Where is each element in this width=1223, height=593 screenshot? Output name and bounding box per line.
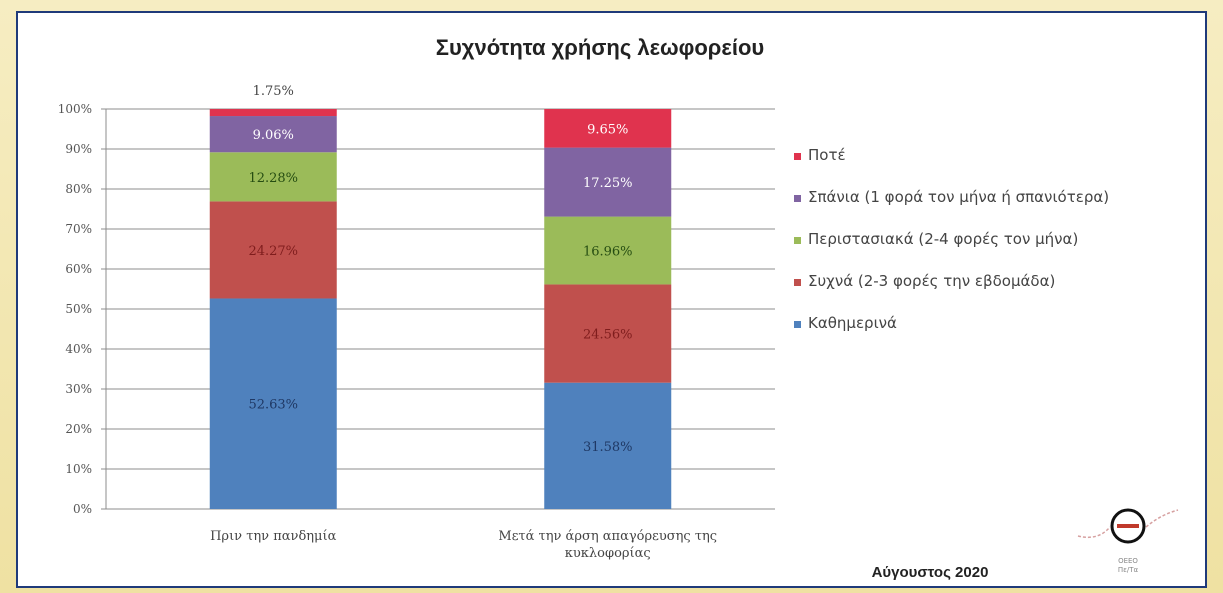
data-label: 24.27% [248, 244, 298, 259]
bus-usage-chart: Συχνότητα χρήσης λεωφορείου 0% 10% 20% 30% 4… [58, 35, 1179, 581]
legend-entry: Συχνά (2-3 φορές την εβδομάδα) [808, 272, 1055, 290]
legend-entry: Καθημερινά [808, 314, 897, 332]
bar-segment [544, 382, 672, 509]
chart-title: Συχνότητα χρήσης λεωφορείου [436, 35, 764, 60]
y-tick-label: 20% [65, 422, 92, 436]
data-label: 12.28% [248, 171, 298, 186]
y-tick-label: 100% [58, 102, 92, 116]
legend-swatch [794, 279, 801, 286]
y-tick-label: 70% [65, 222, 92, 236]
y-tick-label: 0% [73, 502, 92, 516]
legend-swatch [794, 195, 801, 202]
legend-entry: Περιστασιακά (2-4 φορές τον μήνα) [808, 230, 1078, 248]
bar-segment [209, 116, 337, 153]
data-label: 17.25% [583, 176, 633, 191]
legend-swatch [794, 237, 801, 244]
legend-swatch [794, 153, 801, 160]
y-tick-label: 10% [65, 462, 92, 476]
grid-lines [106, 108, 775, 470]
date-label: Αύγουστος 2020 [872, 564, 989, 581]
logo-text-bottom: Πε/Τα [1118, 566, 1139, 574]
data-label: 1.75% [253, 84, 294, 99]
data-label: 9.06% [253, 128, 294, 143]
logo-text-top: OEEO [1118, 557, 1138, 565]
legend-entry: Σπάνια (1 φορά τον μήνα ή σπανιότερα) [808, 188, 1109, 206]
category-label: κυκλοφορίας [565, 546, 651, 561]
y-tick-label: 40% [65, 342, 92, 356]
bar-segment [544, 216, 672, 285]
data-label: 16.96% [583, 245, 633, 260]
oeeo-logo-icon: OEEO Πε/Τα [1077, 508, 1179, 574]
category-label: Μετά την άρση απαγόρευσης της [498, 529, 717, 544]
bars [209, 109, 672, 509]
data-labels: 52.63% 24.27% 12.28% 9.06% 1.75% 31.58% 24.56%… [248, 84, 632, 455]
legend-swatch [794, 321, 801, 328]
y-tick-label: 80% [65, 182, 92, 196]
bar-segment [544, 147, 672, 217]
legend: Ποτέ Σπάνια (1 φορά τον μήνα ή σπανιότερα… [794, 146, 1109, 332]
bar-segment [544, 109, 672, 148]
y-tick-label: 50% [65, 302, 92, 316]
y-tick-label: 60% [65, 262, 92, 276]
bar-segment [209, 109, 337, 117]
bar-segment [209, 201, 337, 299]
data-label: 9.65% [587, 122, 628, 137]
data-label: 24.56% [583, 328, 633, 343]
bar-segment [209, 152, 337, 202]
y-tick-label: 30% [65, 382, 92, 396]
chart-panel: Συχνότητα χρήσης λεωφορείου 0% 10% 20% 30% 4… [16, 11, 1207, 588]
data-label: 31.58% [583, 440, 633, 455]
x-axis-categories: Πριν την πανδημία Μετά την άρση απαγόρευσ… [210, 529, 717, 561]
legend-entry: Ποτέ [808, 146, 846, 164]
y-axis: 0% 10% 20% 30% 40% 50% 60% 70% 80% 90% 100% [58, 102, 775, 516]
bar-segment [544, 284, 672, 383]
y-tick-label: 90% [65, 142, 92, 156]
bar-segment [209, 298, 337, 509]
data-label: 52.63% [248, 398, 298, 413]
category-label: Πριν την πανδημία [210, 529, 337, 544]
